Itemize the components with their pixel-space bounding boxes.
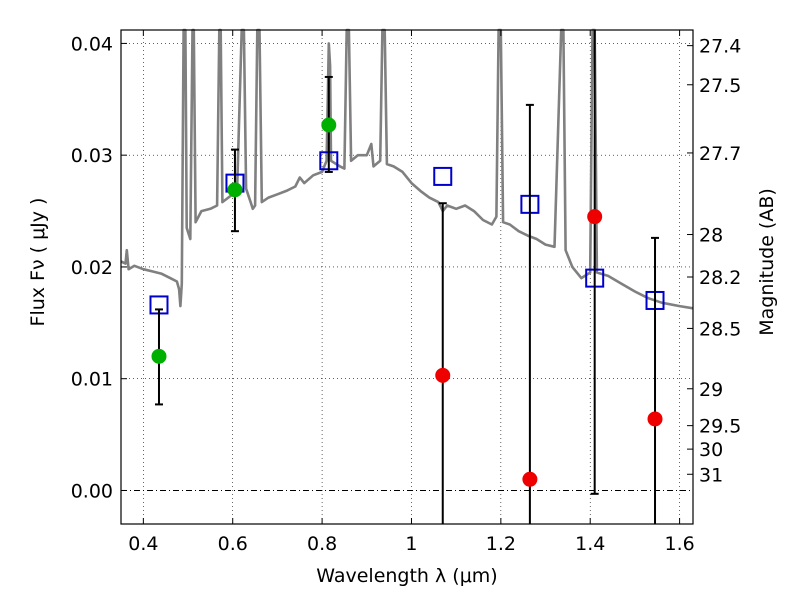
x-tick-label: 0.6 [218,533,248,555]
y-right-tick-label: 28.2 [699,267,741,289]
spectrum-line [120,28,694,310]
upper-limit-point [435,367,451,383]
y-right-tick-label: 27.4 [699,36,741,58]
y-right-tick-label: 27.7 [699,143,741,165]
y-right-tick-label: 30 [699,439,723,461]
x-axis-title: Wavelength λ (μm) [316,565,497,587]
y-right-tick-label: 28.5 [699,318,741,340]
y-axis-title: Flux Fν ( μJy ) [27,198,49,327]
x-tick-label: 0.8 [307,533,337,555]
upper-limit-point [522,471,538,487]
y-axis-right-title: Magnitude (AB) [756,188,778,336]
y-tick-label: 0.01 [71,369,113,391]
x-tick-label: 1.2 [486,533,516,555]
x-tick-label: 1.6 [664,533,694,555]
y-right-tick-label: 31 [699,464,723,486]
detection-point [151,348,167,364]
y-right-tick-label: 29.5 [699,416,741,438]
detection-point [227,182,243,198]
detection-point [321,117,337,133]
upper-limit-point [647,411,663,427]
y-tick-label: 0.00 [71,480,113,502]
plot-area [121,30,693,524]
x-tick-label: 0.4 [128,533,158,555]
model-square-marker [433,166,453,186]
x-tick-label: 1 [405,533,417,555]
y-right-tick-label: 28 [699,225,723,247]
y-tick-label: 0.04 [71,33,113,55]
x-tick-label: 1.4 [575,533,605,555]
upper-limit-point [587,209,603,225]
y-tick-label: 0.03 [71,145,113,167]
series-layer [120,28,694,524]
y-tick-label: 0.02 [71,257,113,279]
ticks: 0.4 0.6 0.8 1 1.2 1.4 1.6 0.00 0.01 0.02 0.03 0.04 2… [71,30,741,555]
y-right-tick-label: 29 [699,379,723,401]
y-right-tick-label: 27.5 [699,75,741,97]
